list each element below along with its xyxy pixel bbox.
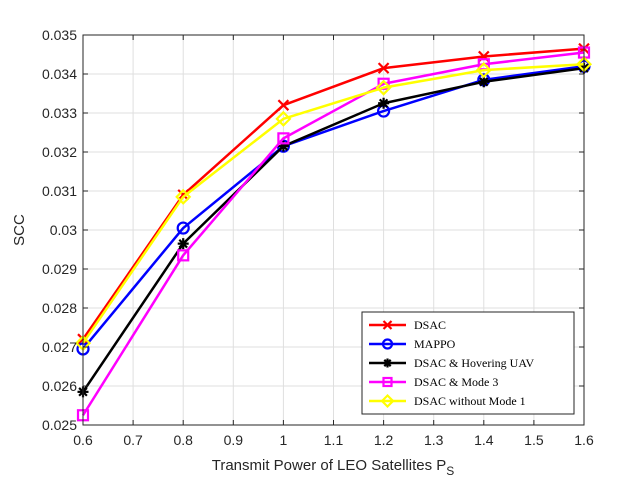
data-point (475, 62, 492, 79)
x-tick-label: 1.5 (524, 432, 544, 448)
data-point (478, 76, 490, 88)
x-tick-label: 1.1 (324, 432, 344, 448)
legend-label: DSAC & Mode 3 (414, 375, 498, 389)
data-point (177, 189, 189, 201)
y-tick-label: 0.031 (42, 183, 77, 199)
legend-marker (383, 358, 392, 368)
legend-item: DSAC & Hovering UAV (369, 356, 534, 370)
series-line (81, 51, 585, 416)
legend-item: DSAC (369, 318, 446, 332)
y-tick-label: 0.032 (42, 144, 77, 160)
data-point (377, 62, 390, 74)
legend-marker (382, 320, 393, 330)
legend-item: MAPPO (369, 337, 456, 351)
x-tick-label: 0.8 (173, 432, 193, 448)
x-tick-label: 1.2 (374, 432, 394, 448)
x-tick-label: 1.3 (424, 432, 444, 448)
legend-item: DSAC & Mode 3 (369, 375, 498, 389)
y-tick-label: 0.033 (42, 105, 77, 121)
series-line (81, 66, 585, 393)
data-point (275, 110, 292, 127)
x-tick-label: 0.6 (73, 432, 93, 448)
data-point (175, 188, 192, 205)
x-axis-label: Transmit Power of LEO Satellites PS (212, 457, 455, 478)
legend-label: DSAC & Hovering UAV (414, 356, 534, 370)
legend-marker (381, 338, 394, 350)
legend-marker (382, 376, 393, 388)
x-tick-label: 0.7 (123, 432, 143, 448)
legend-label: MAPPO (414, 337, 456, 351)
data-point (378, 97, 390, 109)
x-axis-label-main: Transmit Power of LEO Satellites P (212, 457, 447, 474)
legend: DSAC MAPPO DSAC & Hovering UAV DSAC & Mode … (361, 311, 575, 415)
y-tick-label: 0.035 (42, 27, 77, 43)
data-point (375, 79, 392, 96)
axis-ticks: 0.6 0.7 0.8 0.9 1 1.1 1.2 1.3 1.4 1.5 1.6 0.025 0.02… (42, 27, 594, 448)
legend-item: DSAC without Mode 1 (369, 393, 526, 409)
data-point (177, 238, 189, 250)
y-tick-label: 0.028 (42, 300, 77, 316)
legend-marker (380, 393, 395, 409)
legend-label: DSAC (414, 318, 446, 332)
series-line (82, 64, 585, 350)
y-tick-label: 0.029 (42, 261, 77, 277)
series-layer (74, 42, 593, 422)
y-tick-label: 0.034 (42, 66, 77, 82)
y-tick-label: 0.027 (42, 339, 77, 355)
y-tick-label: 0.03 (50, 222, 77, 238)
x-axis-label-subscript: S (446, 464, 454, 478)
y-axis-label: SCC (11, 214, 28, 246)
x-tick-label: 1 (280, 432, 288, 448)
x-tick-label: 1.6 (574, 432, 594, 448)
x-tick-label: 1.4 (474, 432, 494, 448)
data-point (277, 132, 290, 145)
legend-label: DSAC without Mode 1 (414, 394, 526, 408)
data-point (177, 249, 190, 262)
series-line (81, 63, 585, 344)
data-point (176, 221, 190, 235)
y-tick-label: 0.025 (42, 417, 77, 433)
series-line (81, 47, 585, 340)
y-tick-label: 0.026 (42, 378, 77, 394)
x-tick-label: 0.9 (224, 432, 244, 448)
data-point (277, 99, 290, 111)
